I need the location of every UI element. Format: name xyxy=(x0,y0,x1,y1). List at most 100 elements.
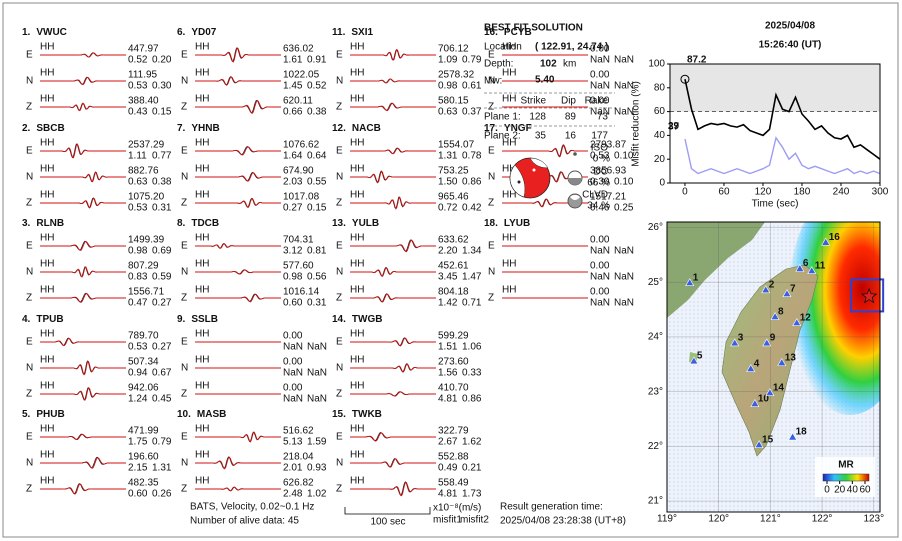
component-label: Z xyxy=(336,102,342,113)
component-label: N xyxy=(488,76,495,87)
start-label: 87.2 xyxy=(687,55,707,66)
station-number: 16. xyxy=(484,27,498,38)
observed-trace xyxy=(40,433,126,441)
misfit2: NaN xyxy=(307,342,327,353)
misfit2: 0.21 xyxy=(462,463,482,474)
misfit2: 0.15 xyxy=(152,107,172,118)
y-tick-label: 100 xyxy=(648,59,665,70)
mw-value: 5.40 xyxy=(535,75,555,86)
station-name: YHNB xyxy=(191,123,219,134)
beachball-dilatation xyxy=(509,157,549,198)
channel-label: HH xyxy=(350,381,364,392)
p-axis xyxy=(517,180,521,184)
component-label: N xyxy=(336,458,343,469)
amplitude: 633.62 xyxy=(438,235,469,246)
amplitude: 1556.71 xyxy=(128,287,165,298)
component-label: Z xyxy=(336,293,342,304)
station-name: NACB xyxy=(352,123,381,134)
channel-label: HH xyxy=(40,233,54,244)
observed-trace xyxy=(40,360,126,376)
channel-label: HH xyxy=(350,94,364,105)
station-number: 14. xyxy=(332,314,346,325)
event-box xyxy=(850,278,885,313)
misfit2: 1.62 xyxy=(462,437,482,448)
misfit2: 1.34 xyxy=(462,246,482,257)
component-label: N xyxy=(26,76,33,87)
observed-trace xyxy=(350,337,436,347)
channel-label: HH xyxy=(350,42,364,53)
part-percent: 0 % xyxy=(593,154,610,165)
misfit1: 0.63 xyxy=(128,177,148,188)
depth-unit: km xyxy=(563,59,576,70)
misfit1: 1.56 xyxy=(438,368,458,379)
station-marker xyxy=(750,399,760,407)
misfit1: 2.48 xyxy=(283,489,303,500)
misfit2: 0.55 xyxy=(307,177,327,188)
generation-time: 2025/04/08 23:28:38 (UT+8) xyxy=(500,516,626,527)
observed-trace xyxy=(40,483,126,495)
misfit1: 0.49 xyxy=(438,463,458,474)
component-label: N xyxy=(26,172,33,183)
channel-label: HH xyxy=(350,329,364,340)
misfit1: 0.66 xyxy=(283,107,303,118)
misfit2: 0.64 xyxy=(307,151,327,162)
misfit2: 0.67 xyxy=(152,368,172,379)
observed-trace xyxy=(195,293,281,303)
misfit2: 0.45 xyxy=(152,394,172,405)
station-name: PCYB xyxy=(504,27,532,38)
station-name: TWKB xyxy=(352,409,382,420)
misfit1: 2.03 xyxy=(283,177,303,188)
x-tick-label: 180 xyxy=(794,187,811,198)
column-header: Rake xyxy=(585,96,609,107)
component-label: E xyxy=(26,337,33,348)
misfit1: NaN xyxy=(590,246,610,257)
misfit1: 0.30 xyxy=(590,177,610,188)
amplitude: 482.35 xyxy=(128,478,159,489)
amplitude: 1076.62 xyxy=(283,140,320,151)
amplitude: 807.29 xyxy=(128,261,159,272)
misfit2: 0.56 xyxy=(307,272,327,283)
event-date: 2025/04/08 xyxy=(765,21,815,32)
station-marker xyxy=(730,338,740,347)
channel-label: HH xyxy=(40,94,54,105)
channel-label: HH xyxy=(350,355,364,366)
observed-trace xyxy=(350,239,436,253)
map-x-tick-label: 121° xyxy=(760,514,781,525)
station-marker xyxy=(762,338,772,347)
station-name: SBCB xyxy=(36,123,64,134)
amplitude: 218.04 xyxy=(283,452,314,463)
plane-value: 89 xyxy=(565,112,577,123)
misfit2: 0.86 xyxy=(462,394,482,405)
misfit2: NaN xyxy=(307,394,327,405)
misfit2: 0.71 xyxy=(462,298,482,309)
y-tick-label: 60 xyxy=(654,106,666,117)
misfit1: 0.27 xyxy=(283,203,303,214)
channel-label: HH xyxy=(195,233,209,244)
observed-trace xyxy=(350,266,436,277)
observed-trace xyxy=(350,293,436,303)
component-label: E xyxy=(336,241,343,252)
y-tick-label: 20 xyxy=(654,154,666,165)
misfit1: 1.61 xyxy=(283,55,303,66)
observed-trace xyxy=(40,102,126,111)
colorbar-tick-label: 40 xyxy=(847,485,859,496)
channel-label: HH xyxy=(40,381,54,392)
station-name: SXI1 xyxy=(351,27,373,38)
channel-label: HH xyxy=(195,355,209,366)
misfit1: 4.81 xyxy=(438,394,458,405)
observed-trace xyxy=(195,172,281,182)
amplitude: 706.12 xyxy=(438,44,469,55)
part-name: CLVD xyxy=(582,190,608,201)
station-number-label: 18 xyxy=(796,427,808,438)
station-title: 13. YULB xyxy=(332,218,379,229)
station-number: 11. xyxy=(332,27,346,38)
station-name: YULB xyxy=(352,218,379,229)
channel-label: HH xyxy=(195,259,209,270)
observed-trace xyxy=(40,52,126,58)
component-label: Z xyxy=(26,198,32,209)
misfit2: 0.15 xyxy=(307,203,327,214)
station-title: 2. SBCB xyxy=(22,123,65,134)
channel-label: HH xyxy=(40,355,54,366)
station-number: 4. xyxy=(22,314,31,325)
